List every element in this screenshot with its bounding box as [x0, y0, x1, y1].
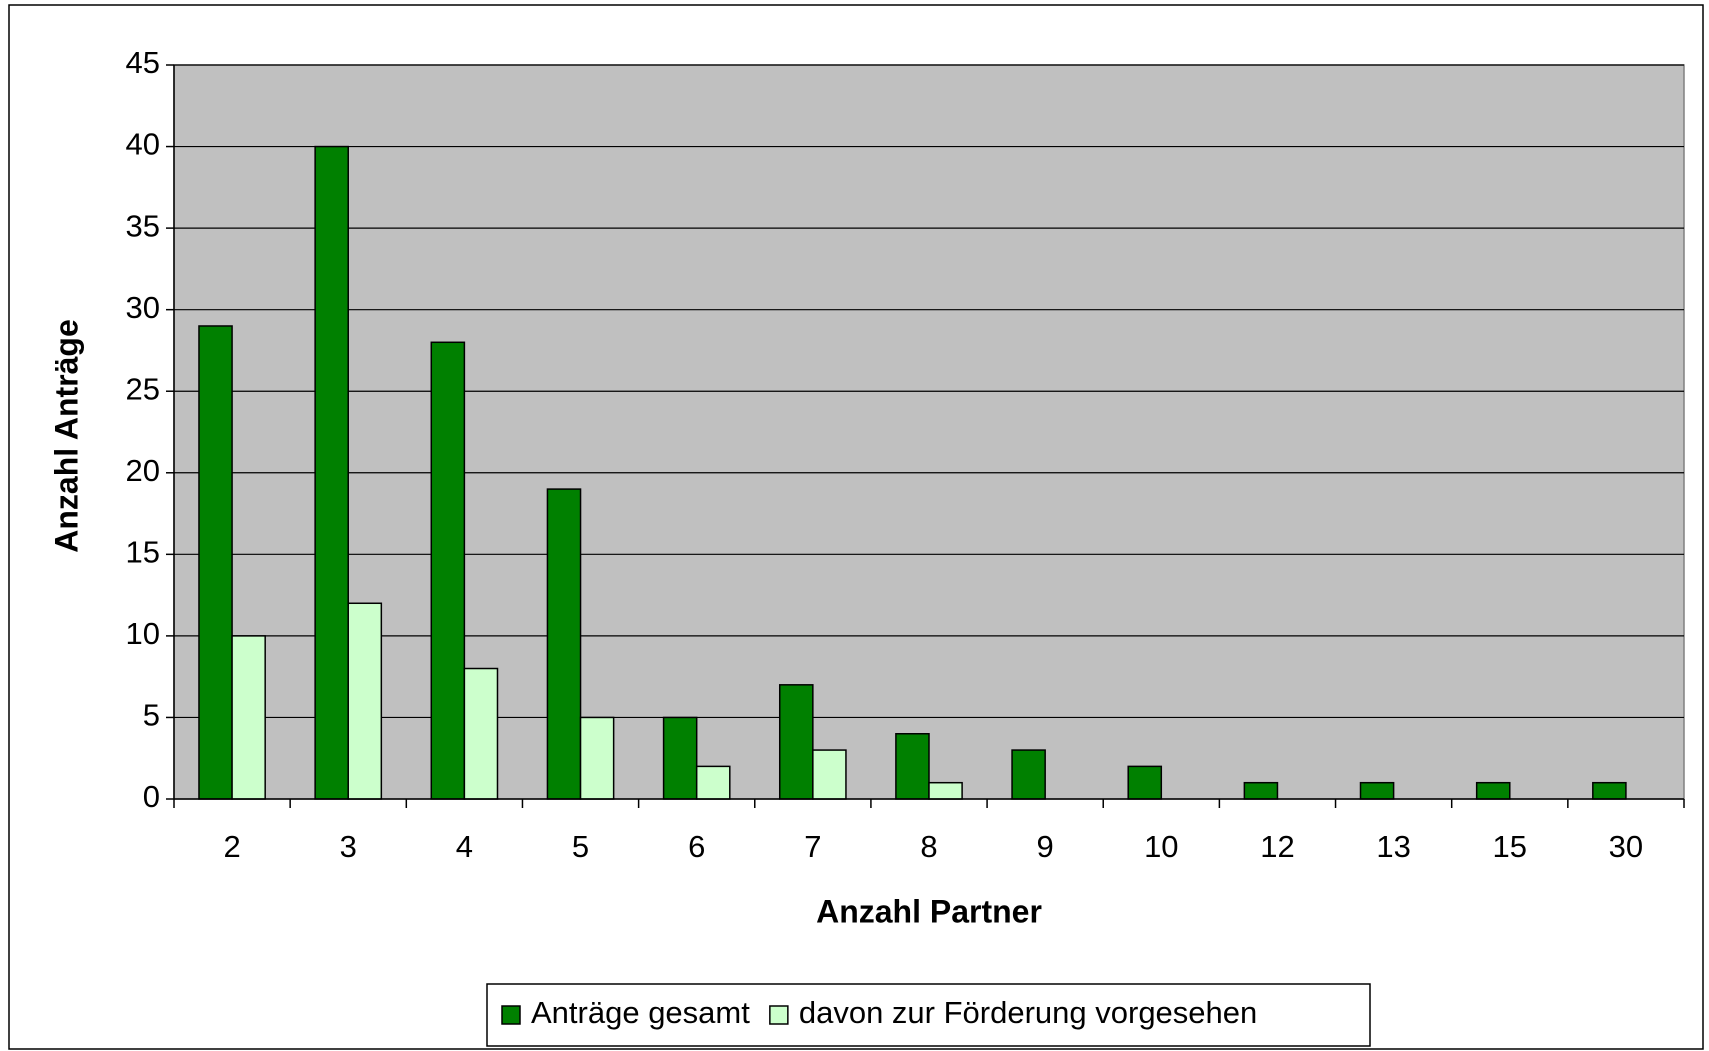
bar	[198, 325, 233, 800]
x-tick-label: 5	[572, 829, 589, 864]
x-tick-label: 12	[1260, 829, 1294, 864]
y-tick-label: 20	[126, 453, 160, 488]
x-tick-label: 3	[340, 829, 357, 864]
x-tick-label: 30	[1609, 829, 1643, 864]
bar	[546, 488, 582, 800]
bar	[662, 716, 698, 800]
y-tick-label: 0	[143, 779, 160, 814]
y-tick-label: 15	[126, 535, 160, 570]
bar	[314, 145, 349, 800]
bar	[895, 733, 930, 800]
x-tick-label: 4	[456, 829, 473, 864]
bar	[1475, 781, 1511, 800]
x-tick-label: 2	[223, 829, 240, 864]
y-tick-label: 35	[126, 208, 160, 243]
bar	[1011, 749, 1046, 800]
x-tick-label: 8	[920, 829, 937, 864]
x-axis-label: Anzahl Partner	[816, 893, 1042, 929]
y-tick-label: 30	[126, 290, 160, 325]
legend-label: davon zur Förderung vorgesehen	[799, 995, 1257, 1030]
legend	[486, 983, 1371, 1047]
legend-swatch	[501, 1005, 521, 1025]
bar	[1243, 781, 1279, 800]
legend-swatch	[769, 1005, 789, 1025]
bar	[1592, 781, 1627, 800]
bar	[579, 716, 615, 800]
bar	[430, 341, 466, 800]
legend-label: Anträge gesamt	[531, 995, 750, 1030]
y-axis-label: Anzahl Anträge	[48, 319, 84, 553]
bar	[463, 667, 499, 800]
bar	[1127, 765, 1163, 800]
x-tick-label: 7	[804, 829, 821, 864]
y-tick-label: 25	[126, 371, 160, 406]
y-tick-label: 10	[126, 616, 160, 651]
x-tick-label: 10	[1144, 829, 1178, 864]
x-tick-label: 6	[688, 829, 705, 864]
plot-area	[173, 64, 1685, 800]
y-tick-label: 5	[143, 698, 160, 733]
bar	[231, 635, 266, 800]
bar	[928, 781, 963, 800]
bar	[695, 765, 731, 800]
x-tick-label: 9	[1037, 829, 1054, 864]
bar	[347, 602, 383, 800]
y-tick-label: 45	[126, 45, 160, 80]
y-tick-label: 40	[126, 127, 160, 162]
x-tick-label: 15	[1493, 829, 1527, 864]
bar	[778, 684, 814, 800]
bar	[812, 749, 847, 800]
bar	[1359, 781, 1395, 800]
x-tick-label: 13	[1376, 829, 1410, 864]
